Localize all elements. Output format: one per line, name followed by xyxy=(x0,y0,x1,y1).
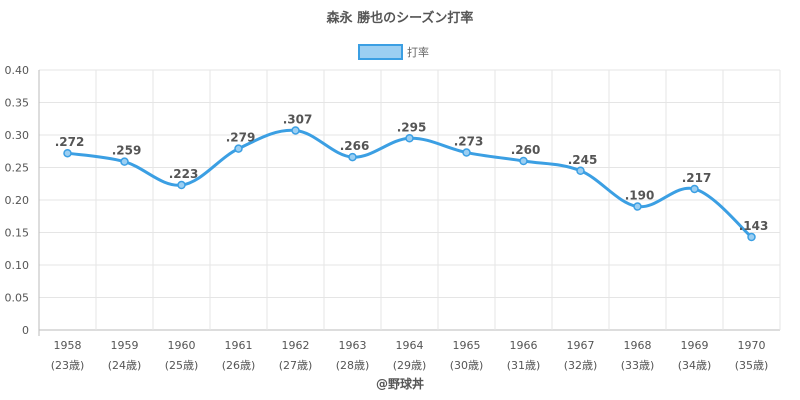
data-point xyxy=(120,157,129,166)
data-label: .245 xyxy=(568,153,598,167)
x-tick-label: 1962 xyxy=(282,339,310,352)
x-tick-label: 1958 xyxy=(54,339,82,352)
x-tick-sublabel: (25歳) xyxy=(165,359,199,372)
series-line xyxy=(67,128,753,239)
x-tick-sublabel: (32歳) xyxy=(564,359,598,372)
x-tick-sublabel: (23歳) xyxy=(51,359,85,372)
data-point xyxy=(519,156,528,166)
x-tick-label: 1965 xyxy=(453,339,481,352)
x-tick-sublabel: (27歳) xyxy=(279,359,313,372)
x-tick-label: 1961 xyxy=(225,339,253,352)
x-tick-sublabel: (31歳) xyxy=(507,359,541,372)
legend-label: 打率 xyxy=(407,45,429,59)
x-tick-label: 1964 xyxy=(396,339,424,352)
data-label: .295 xyxy=(397,120,427,134)
x-tick-sublabel: (35歳) xyxy=(735,359,769,372)
x-tick-label: 1968 xyxy=(624,339,652,352)
x-tick-label: 1967 xyxy=(567,339,595,352)
data-point xyxy=(291,126,300,135)
x-tick-label: 1970 xyxy=(738,339,766,352)
data-label: .223 xyxy=(169,167,199,181)
y-tick-label: 0.25 xyxy=(5,162,30,175)
data-label: .307 xyxy=(283,112,313,126)
data-points xyxy=(63,126,756,242)
data-label: .260 xyxy=(511,143,541,157)
data-label: .279 xyxy=(226,131,256,145)
data-labels: .272 .259 .223 .279 .307 .266 .295 .273 .260 .245… xyxy=(55,112,769,233)
data-label: .143 xyxy=(739,219,769,233)
x-tick-sublabel: (28歳) xyxy=(336,359,370,372)
data-point xyxy=(234,144,243,153)
data-label: .272 xyxy=(55,135,85,149)
legend[interactable]: 打率 xyxy=(358,44,429,60)
data-point xyxy=(633,202,642,211)
data-point xyxy=(177,180,186,190)
data-label: .273 xyxy=(454,135,484,149)
x-tick-sublabel: (34歳) xyxy=(678,359,712,372)
x-tick-sublabel: (29歳) xyxy=(393,359,427,372)
chart-title: 森永 勝也のシーズン打率 xyxy=(327,10,474,26)
y-tick-label: 0.35 xyxy=(5,97,30,110)
data-point xyxy=(576,166,585,175)
data-label: .266 xyxy=(340,139,370,153)
x-tick-label: 1960 xyxy=(168,339,196,352)
y-tick-label: 0.30 xyxy=(5,129,30,142)
y-tick-label: 0.10 xyxy=(5,259,30,272)
grid xyxy=(38,69,781,336)
y-axis-ticks: 0 0.05 0.10 0.15 0.20 0.25 0.30 0.35 0.40 xyxy=(5,64,30,337)
data-point xyxy=(690,184,699,194)
x-tick-sublabel: (33歳) xyxy=(621,359,655,372)
x-tick-label: 1959 xyxy=(111,339,139,352)
y-tick-label: 0.40 xyxy=(5,64,30,77)
data-label: .190 xyxy=(625,189,655,203)
data-label: .259 xyxy=(112,144,142,158)
data-point xyxy=(348,152,357,162)
data-label: .217 xyxy=(682,171,712,185)
y-tick-label: 0.20 xyxy=(5,194,30,207)
x-tick-label: 1963 xyxy=(339,339,367,352)
x-axis-ticks: 1958 (23歳) 1959 (24歳) 1960 (25歳) 1961 (26歳) 1962… xyxy=(51,339,769,372)
x-tick-label: 1969 xyxy=(681,339,709,352)
legend-swatch xyxy=(358,44,403,60)
x-tick-sublabel: (26歳) xyxy=(222,359,256,372)
x-tick-sublabel: (24歳) xyxy=(108,359,142,372)
y-tick-label: 0.05 xyxy=(5,292,30,305)
data-point xyxy=(63,148,72,158)
x-tick-label: 1966 xyxy=(510,339,538,352)
y-tick-label: 0.15 xyxy=(5,227,30,240)
data-point xyxy=(405,134,414,143)
y-tick-label: 0 xyxy=(22,324,29,337)
x-tick-sublabel: (30歳) xyxy=(450,359,484,372)
data-point xyxy=(747,232,756,242)
credit-text: @野球丼 xyxy=(376,376,424,391)
data-point xyxy=(462,148,471,157)
